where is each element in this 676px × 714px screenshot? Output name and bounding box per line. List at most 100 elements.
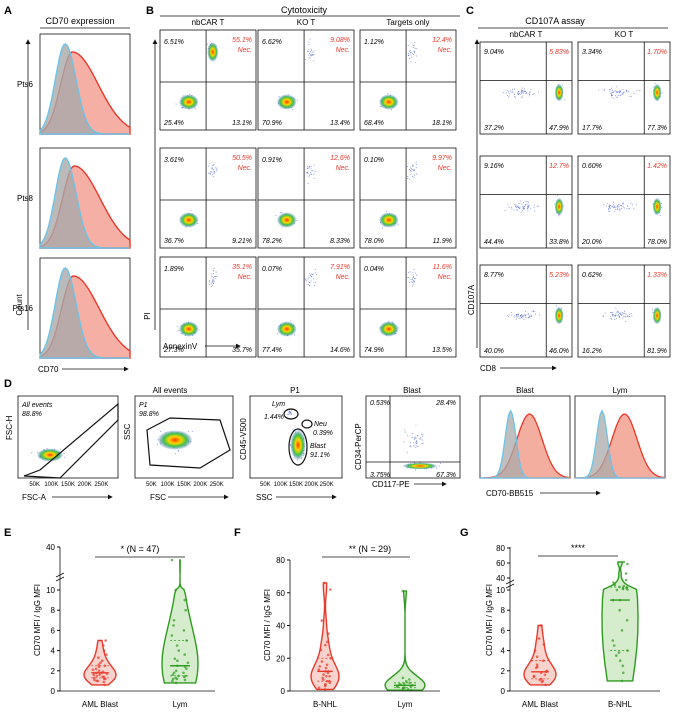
event-dot (211, 276, 213, 278)
quad-lr: 8.33% (330, 238, 350, 245)
event-dot (521, 91, 523, 93)
col-label: nbCAR T (510, 30, 543, 39)
quad-lr: 11.9% (433, 238, 452, 245)
event-dot (619, 210, 621, 212)
event-dot (415, 47, 417, 50)
event-dot (212, 278, 214, 280)
event-dot (209, 172, 211, 174)
data-point (622, 584, 626, 588)
event-dot (506, 90, 508, 92)
event-dot (524, 200, 526, 202)
event-dot (603, 204, 605, 206)
quad-lr: 18.1% (432, 120, 452, 127)
event-dot (619, 204, 621, 206)
event-dot (411, 175, 414, 177)
event-dot (534, 210, 536, 212)
data-point (396, 684, 399, 688)
event-dot (530, 315, 532, 317)
event-dot (310, 48, 312, 50)
event-dot (308, 167, 310, 169)
data-point (102, 649, 106, 652)
event-dot (215, 166, 217, 168)
event-dot (313, 177, 315, 179)
event-dot (414, 61, 416, 63)
event-dot (615, 318, 617, 320)
event-dot (598, 89, 600, 91)
event-dot (524, 88, 526, 90)
data-point (182, 671, 185, 675)
event-dot (410, 54, 412, 56)
event-dot (413, 439, 415, 441)
event-dot (626, 207, 628, 210)
event-dot (311, 273, 313, 275)
data-point (323, 688, 327, 691)
quad-ul: 0.60% (582, 163, 602, 170)
data-point (171, 673, 175, 677)
tick-label: 100K (274, 482, 288, 488)
quad-lr: 67.3% (436, 472, 456, 479)
panel-label-a: A (4, 5, 12, 17)
event-dot (314, 268, 316, 271)
data-point (319, 648, 323, 652)
event-dot (619, 94, 621, 96)
event-dot (523, 208, 525, 210)
event-dot (533, 311, 535, 313)
event-dot (207, 165, 209, 167)
quad-ll: 37.2% (484, 125, 504, 132)
event-dot (629, 95, 631, 97)
density-core (36, 448, 64, 462)
event-dot (409, 442, 412, 444)
event-dot (310, 280, 312, 282)
quad-ll: 77.4% (262, 347, 282, 354)
event-dot (407, 166, 409, 168)
tick-label: 100K (44, 482, 58, 488)
x-group-label: Lym (173, 700, 188, 709)
panel-a-histograms: Pts6 Pts8 Pts16 (13, 33, 131, 359)
gate-label: P1 (139, 402, 148, 409)
event-dot (414, 41, 416, 44)
event-dot (527, 207, 529, 209)
event-dot (521, 317, 523, 319)
event-dot (412, 52, 414, 55)
event-dot (651, 309, 653, 311)
event-dot (308, 57, 310, 59)
event-dot (534, 313, 537, 315)
panel-label-b: B (146, 5, 154, 17)
event-dot (615, 206, 617, 208)
x-group-label: AML Blast (522, 700, 559, 709)
event-dot (308, 51, 310, 53)
event-dot (216, 169, 218, 171)
event-dot (407, 435, 409, 437)
event-dot (617, 314, 620, 316)
event-dot (191, 430, 193, 433)
event-dot (314, 281, 316, 283)
tick-label: 200K (193, 482, 207, 488)
event-dot (614, 316, 616, 318)
event-dot (211, 281, 213, 283)
event-dot (612, 313, 614, 316)
hist-isotype-blue (39, 43, 130, 135)
tick-label: 100K (161, 482, 175, 488)
quad-lr: 77.3% (647, 125, 667, 132)
event-dot (415, 424, 417, 426)
event-dot (615, 307, 617, 309)
data-point (544, 683, 547, 687)
event-dot (623, 310, 626, 312)
data-point (176, 659, 179, 662)
event-dot (413, 170, 415, 172)
event-dot (210, 273, 212, 275)
event-dot (415, 441, 417, 443)
event-dot (177, 450, 179, 452)
event-dot (620, 94, 622, 96)
event-dot (517, 91, 519, 93)
facs-plot (359, 256, 457, 358)
event-dot (619, 208, 621, 210)
data-point (97, 669, 101, 673)
y-tick-label: 0 (501, 687, 506, 696)
hist-isotype-blue (480, 409, 570, 479)
event-dot (306, 280, 308, 282)
event-dot (404, 429, 406, 431)
event-dot (156, 443, 158, 445)
event-dot (625, 320, 627, 322)
data-point (403, 686, 406, 689)
